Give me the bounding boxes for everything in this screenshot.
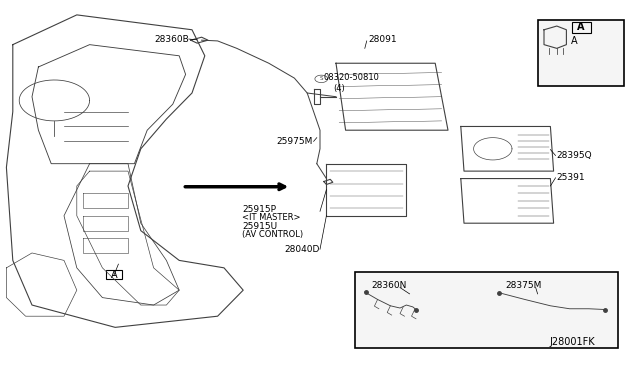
Bar [538, 20, 624, 86]
Text: 25915U: 25915U [242, 222, 277, 231]
Text: 08320-50810: 08320-50810 [323, 73, 379, 82]
Text: <IT MASTER>: <IT MASTER> [242, 213, 300, 222]
Text: 25915P: 25915P [242, 205, 276, 214]
Text: A: A [111, 270, 117, 279]
Text: 28360B: 28360B [154, 35, 189, 44]
Text: A: A [577, 22, 585, 32]
Text: 28360N: 28360N [371, 281, 406, 290]
Text: 25975M: 25975M [276, 137, 312, 146]
Text: A: A [572, 36, 578, 46]
Bar [572, 22, 591, 33]
Text: 28375M: 28375M [506, 281, 542, 290]
Text: 28091: 28091 [368, 35, 397, 44]
Text: J28001FK: J28001FK [550, 337, 595, 347]
Text: 28040D: 28040D [285, 246, 320, 254]
Text: 25391: 25391 [557, 173, 586, 182]
Text: (AV CONTROL): (AV CONTROL) [242, 230, 303, 239]
Bar [355, 272, 618, 348]
Text: S: S [319, 76, 323, 81]
Bar [106, 270, 122, 279]
Text: 28395Q: 28395Q [557, 151, 593, 160]
Text: (4): (4) [333, 84, 344, 93]
